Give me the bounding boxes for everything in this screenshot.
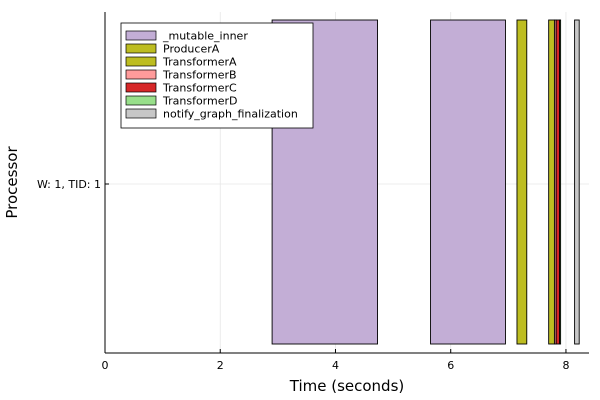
x-axis-label: Time (seconds) xyxy=(289,377,405,395)
x-tick-label: 6 xyxy=(447,359,454,372)
legend-entry-label: ProducerA xyxy=(163,43,220,56)
task-bar xyxy=(548,19,555,345)
task-bars xyxy=(271,19,580,345)
task-bar xyxy=(574,19,580,345)
y-tick-label: W: 1, TID: 1 xyxy=(37,178,101,191)
legend-entry-label: TransformerA xyxy=(162,56,237,69)
legend-entry-label: _mutable_inner xyxy=(162,30,248,43)
legend-swatch xyxy=(125,43,157,54)
y-axis-label: Processor xyxy=(3,146,21,219)
task-bar xyxy=(430,19,506,345)
legend: _mutable_innerProducerATransformerATrans… xyxy=(120,22,314,129)
y-tick-labels: W: 1, TID: 1 xyxy=(37,178,101,191)
x-tick-label: 2 xyxy=(217,359,224,372)
task-bar xyxy=(559,19,562,345)
legend-swatch xyxy=(125,82,157,93)
task-bar xyxy=(555,19,561,345)
legend-swatch xyxy=(125,95,157,106)
legend-entry-label: notify_graph_finalization xyxy=(163,108,298,121)
legend-swatch xyxy=(125,69,157,80)
legend-entry-label: TransformerC xyxy=(162,82,237,95)
legend-swatch xyxy=(125,30,157,41)
x-tick-label: 8 xyxy=(562,359,569,372)
legend-entry-label: TransformerD xyxy=(162,95,237,108)
legend-swatch xyxy=(125,56,157,67)
task-bar xyxy=(516,19,528,345)
x-tick-label: 0 xyxy=(102,359,109,372)
legend-entry-label: TransformerB xyxy=(162,69,237,82)
x-tick-label: 4 xyxy=(332,359,339,372)
axes xyxy=(104,12,589,354)
x-tick-labels: 0 2 4 6 8 xyxy=(102,359,570,372)
legend-swatch xyxy=(125,108,157,119)
